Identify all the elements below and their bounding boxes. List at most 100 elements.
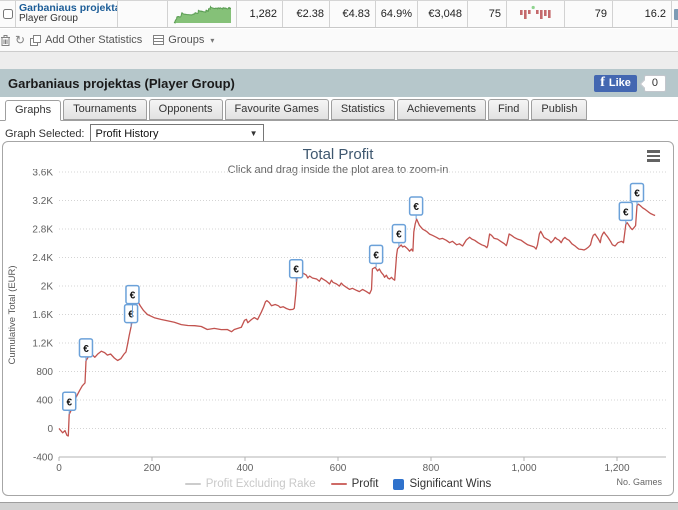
tab-find[interactable]: Find <box>487 99 530 120</box>
tab-opponents[interactable]: Opponents <box>148 99 223 120</box>
significant-win-flag[interactable]: € <box>78 338 94 358</box>
significant-win-flag[interactable]: € <box>408 196 424 216</box>
svg-text:2.8K: 2.8K <box>32 225 53 236</box>
significant-win-flag[interactable]: € <box>288 258 304 279</box>
svg-text:Cumulative Total (EUR): Cumulative Total (EUR) <box>7 265 18 364</box>
svg-text:€: € <box>623 207 629 218</box>
legend-label: Profit Excluding Rake <box>205 478 316 490</box>
select-caret-icon: ▼ <box>249 129 258 138</box>
toolbar: ↻ Add Other Statistics Groups ▾ <box>0 29 678 52</box>
graph-selected-label: Graph Selected: <box>5 127 85 140</box>
menu-bar <box>647 150 660 153</box>
player-group-link[interactable]: Garbaniaus projektas <box>19 2 118 15</box>
square-marker-icon <box>393 478 405 490</box>
like-count-badge: 0 <box>643 74 666 92</box>
svg-text:600: 600 <box>330 463 347 474</box>
significant-win-flag[interactable]: € <box>391 223 407 244</box>
delete-button[interactable] <box>1 34 10 46</box>
player-type-label: Player Group <box>19 13 78 24</box>
legend-item-profit[interactable]: Profit <box>330 478 379 490</box>
significant-win-flag[interactable]: € <box>618 201 634 222</box>
clipped-icon <box>674 8 678 20</box>
significant-win-flag[interactable]: € <box>61 391 77 411</box>
line-marker-icon <box>330 482 347 486</box>
chart-panel: Total Profit Click and drag inside the p… <box>2 141 674 496</box>
groups-button[interactable]: Groups ▾ <box>153 34 214 46</box>
svg-text:400: 400 <box>36 396 53 407</box>
svg-text:€: € <box>634 188 640 199</box>
like-label: Like <box>608 76 631 89</box>
spacer-band <box>0 52 678 69</box>
player-name-cell: Garbaniaus projektas Player Group <box>16 1 118 27</box>
svg-text:200: 200 <box>144 463 161 474</box>
svg-text:1,000: 1,000 <box>511 463 536 474</box>
svg-text:€: € <box>128 310 134 321</box>
tab-achievements[interactable]: Achievements <box>396 99 486 120</box>
tab-graphs[interactable]: Graphs <box>5 100 62 121</box>
itm-cell: 64.9% <box>376 1 418 27</box>
svg-text:0: 0 <box>56 463 62 474</box>
score-cell: 79 <box>565 1 613 27</box>
chart-legend: Profit Excluding Rake Profit Significant… <box>3 478 673 490</box>
bottom-scroll-bar[interactable] <box>0 502 678 510</box>
legend-label: Significant Wins <box>409 478 492 490</box>
chart-title: Total Profit <box>302 146 374 163</box>
significant-win-flag[interactable]: € <box>368 244 384 265</box>
groups-icon <box>153 35 165 45</box>
tab-publish[interactable]: Publish <box>531 99 588 120</box>
svg-text:2K: 2K <box>41 282 54 293</box>
menu-bar <box>647 159 660 162</box>
svg-text:€: € <box>413 202 419 213</box>
legend-label: Profit <box>351 478 379 490</box>
finishes-histogram-cell <box>507 1 565 27</box>
avg-profit-cell: €4.83 <box>330 1 376 27</box>
row-checkbox[interactable] <box>2 9 13 19</box>
add-other-statistics-button[interactable]: Add Other Statistics <box>30 34 142 46</box>
svg-text:€: € <box>293 265 299 276</box>
clipped-next-cell <box>672 1 678 27</box>
svg-text:800: 800 <box>423 463 440 474</box>
svg-text:800: 800 <box>36 367 53 378</box>
svg-text:€: € <box>83 344 89 355</box>
significant-win-flag[interactable]: € <box>629 182 645 203</box>
ability-cell: 75 <box>468 1 507 27</box>
games-count-cell: 1,282 <box>237 1 283 27</box>
svg-text:0: 0 <box>47 424 53 435</box>
chevron-down-icon: ▾ <box>210 35 215 45</box>
menu-bar <box>647 154 660 157</box>
refresh-icon: ↻ <box>15 33 26 47</box>
empty-cell <box>118 1 168 27</box>
svg-text:€: € <box>130 291 136 302</box>
facebook-icon: f <box>600 75 605 90</box>
significant-win-flag[interactable]: € <box>125 284 140 305</box>
svg-text:€: € <box>373 250 379 261</box>
facebook-like-widget: f Like 0 <box>594 74 666 92</box>
significant-win-flag[interactable]: € <box>123 303 139 324</box>
tab-favourite-games[interactable]: Favourite Games <box>224 99 329 120</box>
facebook-like-button[interactable]: f Like <box>594 74 637 92</box>
x-axis-title: No. Games <box>616 477 662 487</box>
svg-text:1.6K: 1.6K <box>32 310 53 321</box>
svg-text:3.2K: 3.2K <box>32 196 53 207</box>
svg-text:2.4K: 2.4K <box>32 253 53 264</box>
svg-text:3.6K: 3.6K <box>32 169 53 179</box>
row-checkbox-cell <box>0 1 16 27</box>
tab-statistics[interactable]: Statistics <box>330 99 395 120</box>
line-marker-icon <box>184 482 201 486</box>
tab-tournaments[interactable]: Tournaments <box>63 99 147 120</box>
refresh-button[interactable]: ↻ <box>15 34 25 46</box>
page-header: Garbaniaus projektas (Player Group) f Li… <box>0 69 678 97</box>
profit-sparkline-cell <box>168 1 237 27</box>
trash-icon <box>1 34 10 46</box>
legend-item-significant-wins[interactable]: Significant Wins <box>393 478 491 490</box>
chart-menu-button[interactable] <box>647 150 660 162</box>
svg-text:1,200: 1,200 <box>604 463 629 474</box>
profit-sparkline <box>173 5 231 24</box>
roi-cell: 16.2 <box>613 1 672 27</box>
finishes-histogram <box>519 5 551 19</box>
svg-text:400: 400 <box>237 463 254 474</box>
copy-icon <box>30 34 42 46</box>
tab-bar: Graphs Tournaments Opponents Favourite Game… <box>0 99 678 121</box>
legend-item-profit-excluding-rake[interactable]: Profit Excluding Rake <box>184 478 316 490</box>
